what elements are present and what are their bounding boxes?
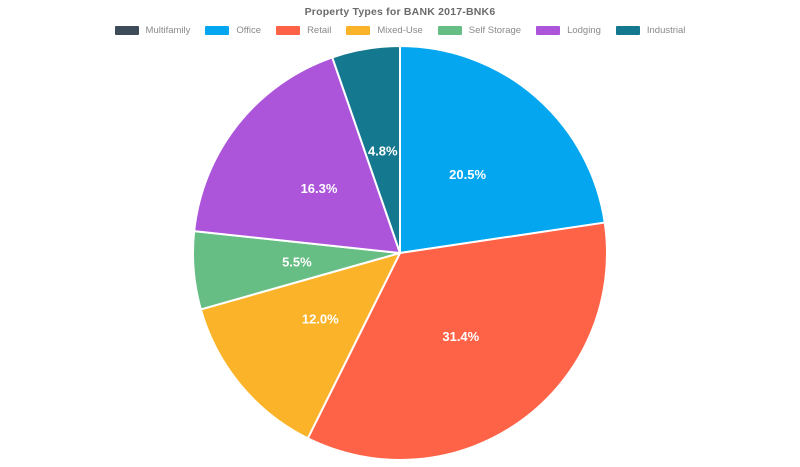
- legend-item-office[interactable]: Office: [205, 25, 261, 36]
- pie-slice-industrial[interactable]: [331, 45, 401, 254]
- legend-item-multifamily[interactable]: Multifamily: [114, 25, 191, 36]
- legend-item-self-storage[interactable]: Self Storage: [437, 25, 522, 36]
- legend-swatch-multifamily: [114, 26, 139, 35]
- legend-swatch-retail: [276, 26, 301, 35]
- pie-slice-label-industrial: 4.8%: [368, 143, 398, 158]
- legend-swatch-office: [205, 26, 230, 35]
- chart-title: Property Types for BANK 2017-BNK6: [304, 6, 496, 18]
- legend-label: Mixed-Use: [377, 25, 423, 36]
- legend-item-mixed-use[interactable]: Mixed-Use: [346, 25, 423, 36]
- pie-slice-retail[interactable]: [306, 221, 608, 462]
- legend-item-retail[interactable]: Retail: [276, 25, 331, 36]
- pie-slice-label-office: 20.5%: [449, 167, 486, 182]
- legend-label: Lodging: [567, 25, 601, 36]
- pie-slice-office[interactable]: [399, 45, 606, 254]
- pie-slice-label-lodging: 16.3%: [301, 181, 338, 196]
- legend-label: Multifamily: [145, 25, 191, 36]
- pie-slice-label-mixed-use: 12.0%: [302, 312, 339, 327]
- legend-swatch-lodging: [536, 26, 561, 35]
- legend-label: Industrial: [646, 25, 686, 36]
- legend-swatch-industrial: [615, 26, 640, 35]
- legend-swatch-mixed-use: [346, 26, 371, 35]
- legend: Multifamily Office Retail Mixed-Use Self Sto…: [0, 25, 800, 36]
- legend-label: Self Storage: [468, 25, 522, 36]
- legend-swatch-self-storage: [437, 26, 462, 35]
- pie-slice-label-retail: 31.4%: [442, 329, 479, 344]
- pie-slice-label-self-storage: 5.5%: [282, 254, 312, 269]
- pie-slice-mixed-use[interactable]: [199, 252, 401, 440]
- legend-item-lodging[interactable]: Lodging: [536, 25, 601, 36]
- legend-label: Office: [236, 25, 262, 36]
- legend-item-industrial[interactable]: Industrial: [615, 25, 686, 36]
- legend-label: Retail: [307, 25, 332, 36]
